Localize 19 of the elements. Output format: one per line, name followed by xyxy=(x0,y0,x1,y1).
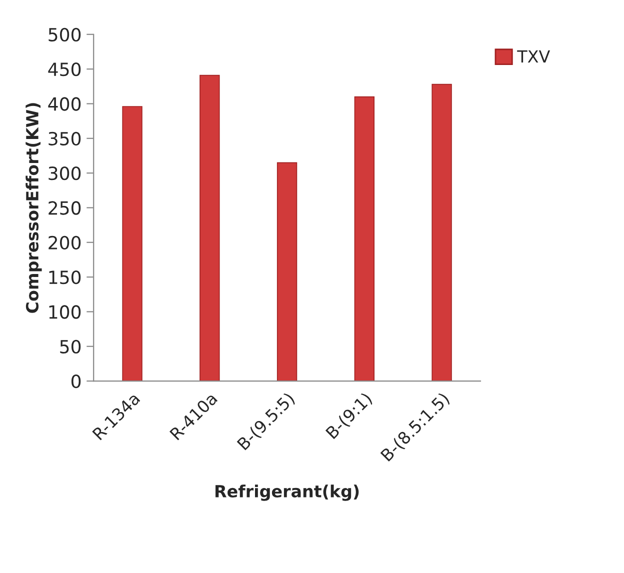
bar xyxy=(276,162,298,382)
y-tick-label: 400 xyxy=(48,97,81,111)
y-axis-title: CompressorEffort(KW) xyxy=(26,103,42,313)
legend-label: TXV xyxy=(517,50,550,63)
y-tick-label: 200 xyxy=(48,236,81,250)
y-tick-label: 450 xyxy=(48,62,81,76)
x-axis-title: Refrigerant(kg) xyxy=(216,484,359,501)
bar xyxy=(122,106,142,382)
y-tick-label: 0 xyxy=(71,374,81,388)
y-tick-label: 150 xyxy=(49,270,81,284)
bar xyxy=(354,96,375,382)
bar xyxy=(432,84,452,382)
y-tick-label: 350 xyxy=(48,132,81,146)
y-tick-label: 500 xyxy=(48,28,81,42)
y-tick-label: 250 xyxy=(48,201,81,215)
bar xyxy=(200,74,220,382)
y-tick-label: 50 xyxy=(60,340,81,354)
y-tick-label: 300 xyxy=(48,166,81,180)
y-tick-label: 100 xyxy=(49,305,81,319)
